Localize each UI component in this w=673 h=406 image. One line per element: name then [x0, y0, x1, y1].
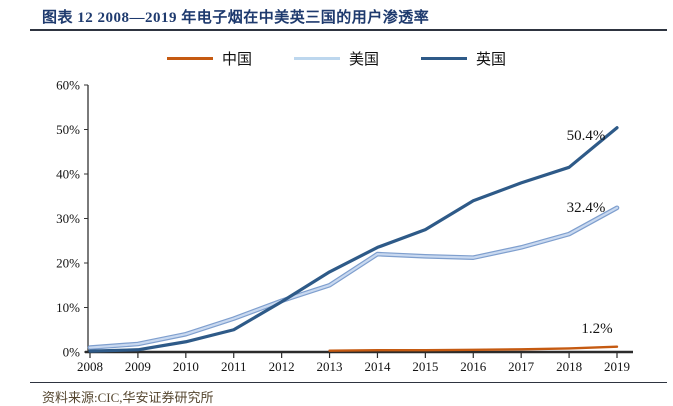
legend-label-uk: 英国 — [476, 51, 507, 68]
title-rule — [30, 29, 667, 31]
x-axis-label: 2008 — [77, 359, 103, 374]
data-label: 32.4% — [567, 200, 606, 216]
x-axis-label: 2012 — [269, 359, 295, 374]
y-axis-label: 20% — [56, 256, 80, 271]
us-line-swatch — [293, 56, 340, 60]
legend-item-china: 中国 — [166, 48, 252, 69]
y-axis-label: 10% — [56, 300, 80, 315]
x-axis-label: 2010 — [173, 359, 199, 374]
legend-label-us: 美国 — [348, 51, 379, 68]
source-note: 资料来源:CIC,华安证券研究所 — [42, 390, 214, 405]
x-axis-label: 2015 — [412, 359, 438, 374]
x-axis-label: 2018 — [556, 359, 582, 374]
y-axis-label: 60% — [56, 78, 80, 93]
series-line-英国 — [88, 126, 619, 353]
data-label: 1.2% — [581, 321, 612, 337]
series-line-中国 — [328, 345, 619, 352]
uk-line-swatch — [421, 56, 467, 60]
legend-item-uk: 英国 — [421, 48, 506, 69]
x-axis-label: 2011 — [221, 359, 247, 374]
x-axis-label: 2013 — [317, 359, 343, 374]
y-axis-label: 0% — [63, 345, 81, 360]
china-line-swatch — [166, 56, 213, 60]
x-axis-label: 2009 — [125, 359, 151, 374]
y-axis-label: 30% — [56, 211, 80, 226]
x-axis-label: 2019 — [604, 359, 630, 374]
x-axis-label: 2014 — [364, 359, 391, 374]
x-axis-label: 2016 — [460, 359, 487, 374]
y-axis-label: 50% — [56, 122, 80, 137]
source-rule — [30, 382, 667, 383]
y-axis-label: 40% — [56, 167, 80, 182]
series-line-美国 — [88, 206, 619, 349]
legend-item-us: 美国 — [293, 48, 379, 69]
x-axis-label: 2017 — [508, 359, 535, 374]
chart-legend: 中国 美国 英国 — [0, 48, 673, 69]
series-line-美国-edge — [87, 205, 620, 350]
data-label: 50.4% — [567, 128, 606, 144]
legend-label-china: 中国 — [221, 51, 252, 68]
figure-title: 图表 12 2008—2019 年电子烟在中美英三国的用户渗透率 — [42, 10, 430, 26]
